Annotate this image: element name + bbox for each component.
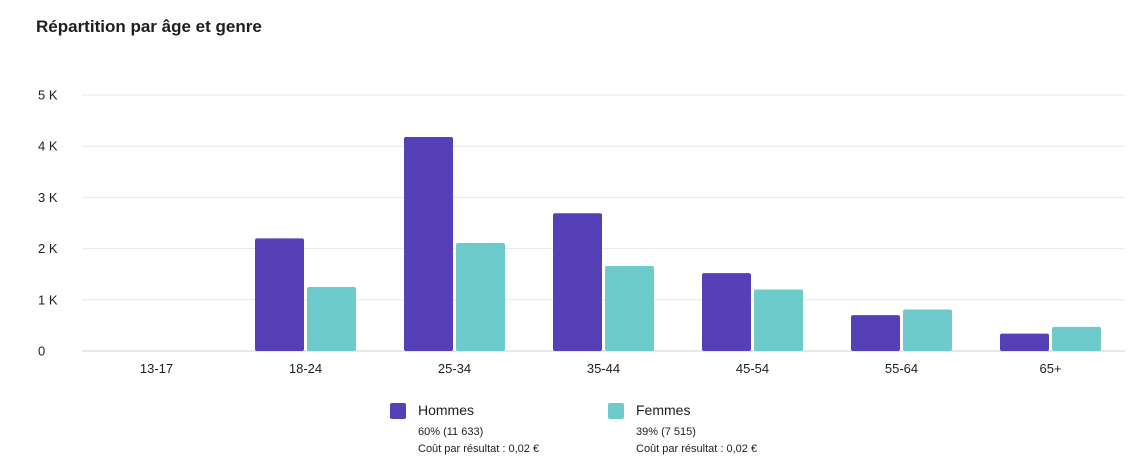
legend-cost: Coût par résultat : 0,02 €	[418, 443, 540, 455]
legend: Hommes 60% (11 633) Coût par résultat : …	[0, 400, 1138, 460]
bar-hommes-35-44[interactable]	[553, 213, 602, 351]
bar-hommes-45-54[interactable]	[702, 273, 751, 351]
bar-femmes-35-44[interactable]	[605, 266, 654, 351]
chart-title: Répartition par âge et genre	[36, 17, 262, 36]
bar-femmes-25-34[interactable]	[456, 242, 505, 351]
x-tick-label: 65+	[1039, 361, 1061, 376]
bar-chart: 0 1 K 2 K 3 K 4 K 5 K 13-17 18-24 25-34 35-44 45-…	[38, 88, 1125, 376]
x-axis-ticks: 13-17 18-24 25-34 35-44 45-54 55-64 65+	[140, 361, 1062, 376]
bar-hommes-65+[interactable]	[1000, 333, 1049, 351]
x-tick-label: 13-17	[140, 361, 173, 376]
x-tick-label: 35-44	[587, 361, 620, 376]
gridlines	[82, 94, 1125, 352]
x-tick-label: 25-34	[438, 361, 471, 376]
y-tick-label: 2 K	[38, 241, 58, 256]
y-axis-ticks: 0 1 K 2 K 3 K 4 K 5 K	[38, 88, 58, 359]
x-tick-label: 55-64	[885, 361, 918, 376]
bar-hommes-18-24[interactable]	[255, 238, 304, 351]
legend-swatch-hommes	[390, 403, 406, 419]
legend-swatch-femmes	[608, 403, 624, 419]
bar-femmes-18-24[interactable]	[307, 287, 356, 351]
bar-hommes-25-34[interactable]	[404, 136, 453, 351]
legend-label: Hommes	[418, 402, 475, 418]
legend-share: 60% (11 633)	[418, 426, 484, 438]
y-tick-label: 0	[38, 344, 45, 359]
y-tick-label: 5 K	[38, 88, 58, 103]
bar-femmes-65+[interactable]	[1052, 326, 1101, 351]
bars	[255, 136, 1101, 351]
bar-hommes-55-64[interactable]	[851, 315, 900, 351]
x-tick-label: 18-24	[289, 361, 322, 376]
bar-femmes-45-54[interactable]	[754, 289, 803, 351]
y-tick-label: 3 K	[38, 190, 58, 205]
legend-label: Femmes	[636, 402, 691, 418]
legend-share: 39% (7 515)	[636, 426, 696, 438]
y-tick-label: 4 K	[38, 139, 58, 154]
bar-femmes-55-64[interactable]	[903, 309, 952, 351]
legend-cost: Coût par résultat : 0,02 €	[636, 443, 758, 455]
y-tick-label: 1 K	[38, 292, 58, 307]
x-tick-label: 45-54	[736, 361, 769, 376]
